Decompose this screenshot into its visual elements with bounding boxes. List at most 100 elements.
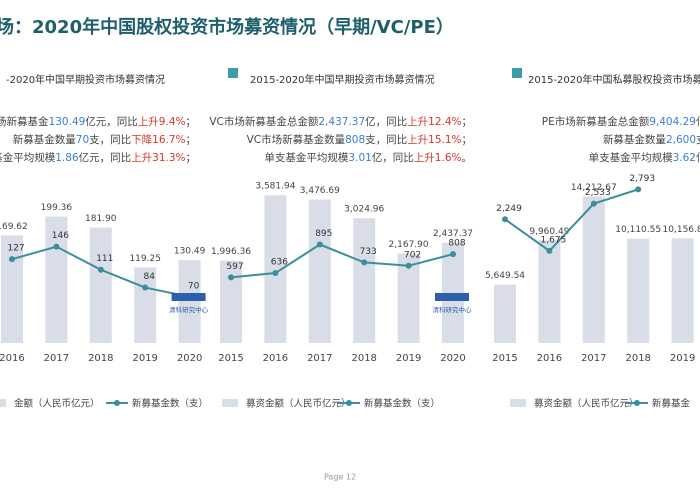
line-value-label: 597 bbox=[226, 262, 243, 272]
x-tick-label: 2018 bbox=[351, 353, 376, 364]
bar-value-label: 3,024.96 bbox=[344, 205, 384, 215]
x-tick-label: 2018 bbox=[625, 353, 650, 364]
line-point bbox=[272, 270, 279, 277]
x-tick-label: 2016 bbox=[0, 353, 25, 364]
note-part: 130.49 bbox=[49, 116, 86, 128]
note-part: 亿元，同比 bbox=[79, 151, 132, 164]
logo-box bbox=[435, 293, 469, 301]
note: 单支基金平均规模3.01亿，同比上升1.6%。 bbox=[264, 151, 472, 164]
bar-value-label: 199.36 bbox=[41, 203, 73, 213]
note-part: 2,437.37 bbox=[318, 116, 365, 128]
bar bbox=[178, 260, 201, 343]
note-part: 70 bbox=[76, 134, 89, 146]
note-part: PE市场新募基金总金额 bbox=[542, 115, 650, 128]
line-value-label: 2,249 bbox=[496, 204, 522, 214]
note-part: 上升12.4% bbox=[407, 116, 461, 128]
note-part: 新募基金平均规模 bbox=[0, 151, 56, 164]
note-part: 。 bbox=[462, 152, 473, 164]
bar bbox=[264, 195, 287, 343]
line-value-label: 2,793 bbox=[629, 174, 655, 184]
panel-title: 2015-2020年中国早期投资市场募资情况 bbox=[250, 73, 435, 86]
note-part: ； bbox=[462, 116, 473, 128]
line-point bbox=[502, 216, 508, 223]
bar bbox=[494, 284, 516, 343]
line-point bbox=[9, 256, 15, 263]
note-part: 3.62 bbox=[673, 152, 696, 164]
x-tick-label: 2018 bbox=[88, 353, 113, 364]
line-value-label: 2,533 bbox=[585, 188, 611, 198]
bar-value-label: 119.25 bbox=[129, 254, 161, 264]
x-tick-label: 2019 bbox=[396, 353, 421, 364]
note-part: 上升9.4% bbox=[138, 116, 186, 128]
note: 新募基金平均规模1.86亿元，同比上升31.3%； bbox=[0, 151, 196, 164]
logo-box bbox=[171, 293, 206, 301]
line bbox=[230, 243, 454, 279]
x-tick-label: 2015 bbox=[492, 353, 517, 364]
note: 新募基金数量2,600支，同比 bbox=[603, 133, 700, 146]
line-point bbox=[450, 251, 456, 258]
note-part: ； bbox=[186, 152, 197, 164]
bar-value-label: 169.62 bbox=[0, 222, 28, 232]
note: 新募基金数量70支，同比下降16.7%； bbox=[13, 133, 196, 146]
title-marker bbox=[512, 68, 522, 78]
note-part: 支，同比 bbox=[696, 133, 700, 146]
bar bbox=[1, 235, 23, 343]
bar-value-label: 10,110.55 bbox=[615, 225, 661, 235]
note-part: 3.01 bbox=[348, 152, 371, 164]
bar-value-label: 1,996.36 bbox=[211, 247, 251, 257]
x-tick-label: 2019 bbox=[132, 353, 157, 364]
note-part: 上升31.3% bbox=[131, 152, 185, 164]
note-part: 808 bbox=[345, 134, 365, 146]
note-part: VC市场新募基金数量 bbox=[247, 133, 346, 146]
x-tick-label: 2020 bbox=[440, 353, 465, 364]
line-value-label: 84 bbox=[143, 272, 155, 282]
bar-value-label: 2,167.90 bbox=[389, 240, 429, 250]
line-value-label: 808 bbox=[448, 239, 465, 249]
note-part: 1.86 bbox=[55, 152, 79, 164]
bar bbox=[353, 218, 376, 343]
note-part: 亿元，同比 bbox=[85, 115, 138, 128]
note-part: 下降16.7% bbox=[131, 133, 185, 146]
line-value-label: 127 bbox=[7, 244, 24, 254]
note-part: 新募基金数量 bbox=[603, 133, 666, 146]
note-part: ； bbox=[186, 134, 197, 146]
note-part: 上升15.1% bbox=[407, 134, 461, 146]
x-tick-label: 2017 bbox=[307, 353, 332, 364]
line-value-label: 733 bbox=[360, 247, 377, 257]
bar bbox=[671, 238, 694, 343]
note-part: VC市场新募基金总金额 bbox=[209, 115, 319, 128]
line bbox=[504, 188, 639, 253]
note-part: 支，同比 bbox=[89, 133, 131, 146]
line-point bbox=[142, 284, 149, 291]
legend-label: 募资金额（人民币亿元） bbox=[246, 398, 351, 410]
bar-value-label: 10,156.8 bbox=[663, 225, 700, 235]
line-value-label: 702 bbox=[404, 250, 421, 260]
legend-swatch-dot bbox=[634, 400, 640, 406]
line-point bbox=[590, 200, 597, 207]
line-point bbox=[228, 274, 234, 281]
line-point bbox=[405, 262, 412, 269]
note-part: 支，同比 bbox=[365, 133, 407, 146]
logo: 清科研究中心 bbox=[433, 305, 473, 314]
bar-value-label: 181.90 bbox=[85, 214, 117, 224]
note: 单支基金平均规模3.62亿，同比 bbox=[589, 151, 700, 164]
x-tick-label: 2016 bbox=[537, 353, 562, 364]
legend-swatch bbox=[222, 399, 238, 407]
bar-value-label: 3,581.94 bbox=[255, 182, 295, 192]
note: VC市场新募基金数量808支，同比上升15.1%； bbox=[247, 133, 472, 146]
bar-value-label: 130.49 bbox=[174, 247, 206, 257]
x-tick-label: 2019 bbox=[670, 353, 695, 364]
line-point bbox=[53, 243, 60, 250]
line-point bbox=[361, 259, 368, 266]
note-part: 新募基金数量 bbox=[13, 133, 76, 146]
line-point bbox=[635, 186, 642, 193]
line-value-label: 636 bbox=[271, 258, 288, 268]
x-tick-label: 2015 bbox=[218, 353, 243, 364]
legend-swatch-dot bbox=[114, 400, 120, 406]
line-value-label: 895 bbox=[315, 229, 332, 239]
bar bbox=[582, 196, 605, 343]
note: VC市场新募基金总金额2,437.37亿，同比上升12.4%； bbox=[209, 115, 472, 128]
note-part: 市场新募基金 bbox=[0, 115, 49, 128]
note-part: ； bbox=[462, 134, 473, 146]
